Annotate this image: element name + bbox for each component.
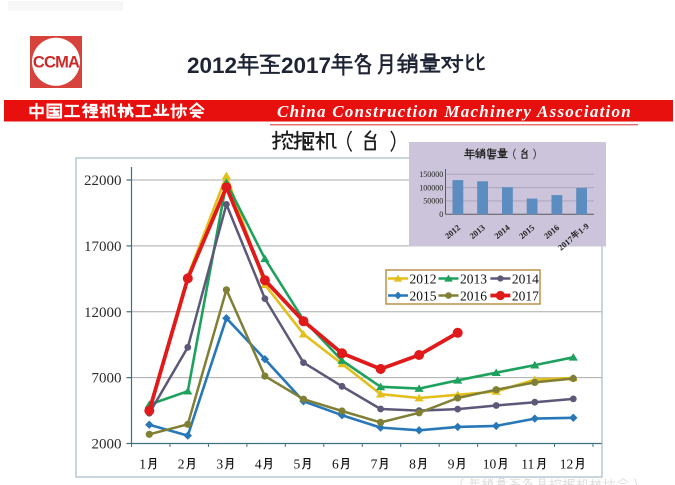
svg-text:2013: 2013 [460,271,487,286]
svg-text:2017: 2017 [281,53,331,78]
svg-text:2017: 2017 [512,288,539,303]
svg-text:4: 4 [255,457,262,472]
svg-text:50000: 50000 [423,197,443,206]
svg-text:8: 8 [409,457,416,472]
svg-text:100000: 100000 [419,183,443,192]
svg-text:150000: 150000 [419,170,443,179]
svg-text:9: 9 [448,457,455,472]
svg-text:2000: 2000 [92,437,122,453]
svg-text:2016: 2016 [460,288,487,303]
svg-text:12: 12 [560,457,574,472]
svg-text:7: 7 [371,457,378,472]
svg-text:2014: 2014 [512,271,539,286]
svg-text:0: 0 [439,210,443,219]
svg-text:2012: 2012 [187,53,237,78]
svg-text:22000: 22000 [84,173,122,189]
svg-text:5: 5 [294,457,301,472]
svg-text:7000: 7000 [92,371,122,387]
svg-text:6: 6 [332,457,339,472]
svg-text:10: 10 [483,457,497,472]
svg-text:2015: 2015 [410,288,437,303]
svg-text:2: 2 [178,457,185,472]
svg-text:CCMA: CCMA [33,54,80,72]
svg-text:17000: 17000 [84,239,122,255]
svg-text:China Construction Machinery A: China Construction Machinery Association [277,102,632,121]
svg-text:1: 1 [139,457,146,472]
svg-text:12000: 12000 [84,305,122,321]
svg-text:3: 3 [216,457,223,472]
svg-text:2012: 2012 [410,271,437,286]
svg-text:11: 11 [521,457,534,472]
